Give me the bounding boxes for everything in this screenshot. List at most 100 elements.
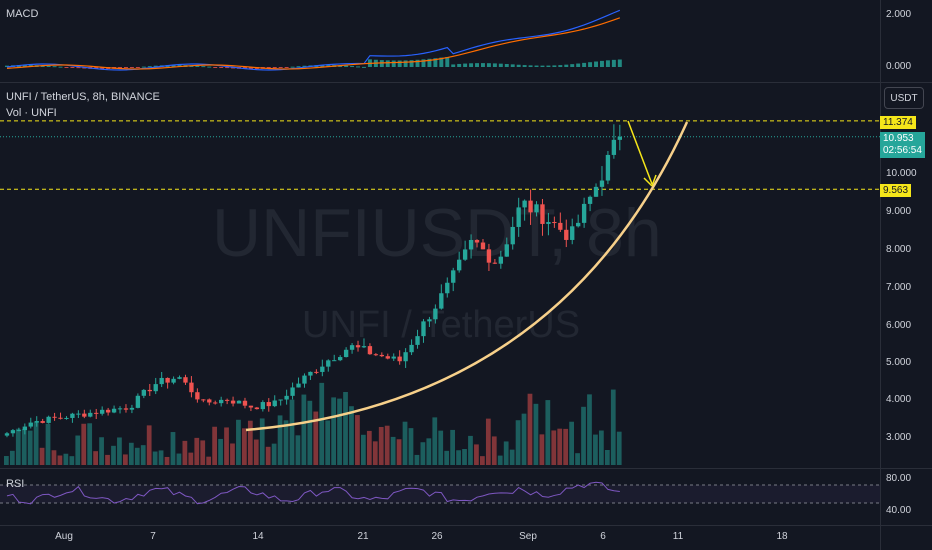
- rsi-line: [6, 481, 620, 505]
- candle-body: [445, 282, 450, 294]
- macd-histogram-bar: [594, 61, 598, 67]
- volume-bar: [569, 421, 574, 465]
- macd-histogram-bar: [445, 56, 450, 67]
- candle-body: [587, 196, 593, 204]
- macd-histogram-bar: [409, 60, 414, 67]
- volume-bar: [146, 425, 152, 465]
- candle-body: [617, 136, 622, 140]
- macd-histogram-bar: [516, 64, 521, 67]
- macd-histogram-bar: [528, 65, 533, 67]
- macd-histogram-bar: [171, 64, 176, 67]
- candle-body: [480, 242, 486, 250]
- candle-body: [326, 360, 331, 367]
- volume-bar: [164, 456, 170, 465]
- signal-line: [6, 17, 621, 70]
- volume-bar: [533, 403, 539, 465]
- candle-body: [338, 357, 343, 361]
- candle-body: [427, 319, 432, 322]
- macd-histogram-bar: [5, 65, 9, 67]
- volume-legend[interactable]: Vol · UNFI: [6, 107, 57, 119]
- macd-histogram-bar: [94, 67, 99, 69]
- macd-histogram-bar: [350, 65, 355, 67]
- macd-histogram-bar: [272, 67, 277, 69]
- volume-bar: [420, 442, 426, 465]
- macd-histogram-bar: [52, 66, 57, 68]
- macd-histogram-bar: [356, 66, 360, 68]
- macd-histogram-bar: [207, 66, 212, 68]
- volume-bar: [331, 397, 336, 465]
- volume-bar: [468, 435, 473, 465]
- macd-histogram-bar: [225, 67, 230, 69]
- macd-histogram-bar: [201, 66, 206, 68]
- macd-histogram-bar: [58, 66, 63, 68]
- candle-body: [58, 417, 63, 419]
- volume-bar: [539, 434, 545, 465]
- candle-body: [171, 378, 176, 383]
- macd-histogram-bar: [522, 65, 527, 67]
- currency-button[interactable]: USDT: [884, 87, 924, 109]
- volume-bar: [170, 432, 176, 465]
- macd-histogram-bar: [141, 66, 146, 68]
- volume-bar: [200, 440, 206, 465]
- price-chart[interactable]: [0, 83, 880, 468]
- candle-body: [308, 371, 313, 376]
- candle-body: [302, 375, 307, 384]
- candle-body: [474, 239, 480, 243]
- volume-bar: [152, 451, 158, 465]
- volume-bar: [224, 427, 229, 465]
- macd-tick-zero: 0.000: [886, 61, 912, 72]
- volume-bar: [39, 447, 45, 465]
- candle-body: [70, 413, 75, 418]
- volume-bar: [307, 400, 313, 465]
- volume-bar: [188, 452, 194, 465]
- macd-histogram-bar: [391, 60, 396, 67]
- volume-bar: [182, 440, 188, 465]
- candle-body: [611, 139, 617, 155]
- volume-bar: [599, 430, 604, 465]
- symbol-title[interactable]: UNFI / TetherUS, 8h, BINANCE: [6, 91, 160, 103]
- volume-bar: [218, 438, 223, 465]
- settings-corner-button[interactable]: [880, 526, 932, 550]
- macd-pane: [5, 9, 622, 71]
- volume-bar: [527, 393, 533, 465]
- candle-body: [111, 408, 117, 413]
- bar-countdown: 02:56:54: [883, 145, 922, 156]
- volume-bar: [15, 428, 21, 465]
- volume-bar: [75, 435, 81, 465]
- volume-bar: [253, 439, 259, 465]
- volume-bar: [259, 418, 265, 465]
- candle-body: [82, 413, 87, 417]
- volume-bar: [242, 428, 247, 465]
- candle-body: [605, 154, 611, 181]
- volume-bar: [194, 437, 200, 465]
- volume-bar: [515, 420, 521, 465]
- candle-body: [129, 407, 135, 410]
- volume-bar: [557, 428, 563, 465]
- macd-histogram-bar: [296, 66, 301, 68]
- volume-bar: [349, 406, 354, 465]
- candle-body: [534, 204, 539, 213]
- volume-bar: [123, 454, 128, 465]
- rsi-band: [0, 485, 880, 503]
- volume-bar: [491, 436, 497, 465]
- price-tick: 5.000: [886, 357, 912, 368]
- macd-line: [6, 9, 621, 71]
- volume-bar: [378, 426, 384, 465]
- candle-body: [189, 382, 194, 393]
- macd-histogram-bar: [302, 65, 307, 67]
- macd-histogram-bar: [576, 63, 581, 67]
- price-axis-border: [880, 0, 881, 550]
- candle-body: [177, 377, 182, 379]
- volume-bar: [366, 430, 372, 465]
- macd-histogram-bar: [481, 63, 485, 67]
- volume-bar: [99, 437, 104, 465]
- level-badge-high: 11.374: [880, 116, 916, 129]
- macd-histogram-bar: [564, 64, 569, 67]
- macd-histogram-bar: [552, 65, 557, 67]
- macd-histogram-bar: [451, 64, 456, 67]
- volume-bar: [21, 429, 27, 465]
- candle-body: [546, 222, 551, 224]
- volume-bar: [610, 389, 616, 465]
- macd-histogram-bar: [344, 65, 349, 67]
- volume-bar: [444, 450, 450, 465]
